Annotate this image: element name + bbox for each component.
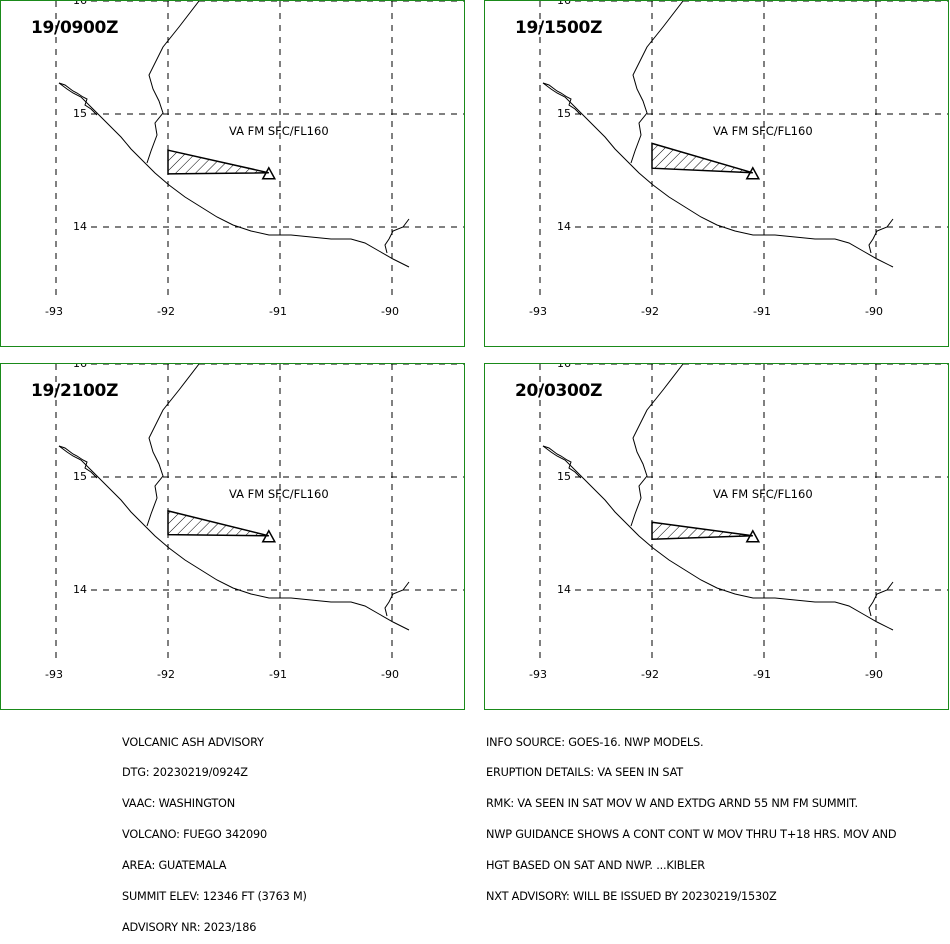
lon-tick-label: -92: [157, 305, 175, 318]
map-panel-4: 20/0300Z VA FM SFC/FL160 -93 -92 -91 -90 16 1…: [484, 363, 949, 710]
advisory-vaac: VAAC: WASHINGTON: [122, 797, 235, 811]
advisory-info-source: INFO SOURCE: GOES-16. NWP MODELS.: [486, 735, 704, 749]
advisory-title: VOLCANIC ASH ADVISORY: [122, 735, 264, 749]
lon-tick-label: -90: [381, 305, 399, 318]
ash-label: VA FM SFC/FL160: [229, 124, 329, 138]
mexico-border: [630, 364, 684, 527]
lat-tick-label: 15: [73, 107, 87, 120]
ash-label: VA FM SFC/FL160: [229, 487, 329, 501]
volcano-icon: [261, 166, 277, 180]
lon-tick-label: -91: [269, 668, 287, 681]
graticule: [55, 364, 464, 664]
panel-time: 20/0300Z: [515, 381, 603, 401]
lon-tick-label: -93: [45, 305, 63, 318]
mexico-border: [630, 1, 684, 164]
lon-tick-label: -91: [753, 668, 771, 681]
volcano-icon: [261, 529, 277, 543]
lon-tick-label: -91: [269, 305, 287, 318]
honduras-border: [868, 218, 894, 254]
lon-tick-label: -93: [529, 305, 547, 318]
lat-tick-label: 15: [557, 107, 571, 120]
map-panel-3: 19/2100Z VA FM SFC/FL160 -93 -92 -91 -90 16 1…: [0, 363, 465, 710]
advisory-eruption-details: ERUPTION DETAILS: VA SEEN IN SAT: [486, 766, 683, 780]
graticule: [539, 364, 948, 664]
graticule: [55, 1, 464, 301]
map-canvas: [55, 364, 464, 664]
map-canvas: [539, 364, 948, 664]
lat-tick-label: 15: [73, 470, 87, 483]
honduras-border: [384, 218, 410, 254]
coastline: [58, 445, 410, 631]
panel-time: 19/0900Z: [31, 18, 119, 38]
lat-tick-label: 14: [557, 583, 571, 596]
lon-tick-label: -90: [381, 668, 399, 681]
coastline: [58, 82, 410, 268]
coastline-detail: [58, 82, 98, 116]
honduras-border: [868, 581, 894, 617]
ash-cloud-polygon: [651, 142, 754, 174]
map-panel-2: 19/1500Z VA FM SFC/FL160 -93 -92 -91 -90 16 1…: [484, 0, 949, 347]
advisory-right-block: INFO SOURCE: GOES-16. NWP MODELS. ERUPTI…: [486, 717, 897, 913]
advisory-left-block: VOLCANIC ASH ADVISORY DTG: 20230219/0924…: [122, 717, 307, 944]
lon-tick-label: -90: [865, 668, 883, 681]
advisory-remarks-2: NWP GUIDANCE SHOWS A CONT CONT W MOV THR…: [486, 828, 897, 842]
advisory-number: ADVISORY NR: 2023/186: [122, 920, 257, 934]
advisory-remarks-3: HGT BASED ON SAT AND NWP. ...KIBLER: [486, 859, 705, 873]
lon-tick-label: -91: [753, 305, 771, 318]
ash-cloud-polygon: [167, 149, 269, 175]
coastline: [542, 445, 894, 631]
lat-tick-label: 15: [557, 470, 571, 483]
coastline-detail: [542, 445, 582, 479]
lat-tick-label: 14: [73, 583, 87, 596]
lat-tick-label: 16: [557, 0, 571, 7]
lon-tick-label: -90: [865, 305, 883, 318]
lat-tick-label: 14: [557, 220, 571, 233]
lat-tick-label: 16: [73, 0, 87, 7]
lon-tick-label: -93: [529, 668, 547, 681]
lon-tick-label: -92: [641, 305, 659, 318]
map-canvas: [539, 1, 948, 301]
lat-tick-label: 16: [557, 363, 571, 370]
lat-tick-label: 14: [73, 220, 87, 233]
advisory-summit-elev: SUMMIT ELEV: 12346 FT (3763 M): [122, 890, 307, 904]
ash-label: VA FM SFC/FL160: [713, 487, 813, 501]
coastline: [542, 82, 894, 268]
lon-tick-label: -93: [45, 668, 63, 681]
ash-label: VA FM SFC/FL160: [713, 124, 813, 138]
graticule: [539, 1, 948, 301]
volcano-icon: [745, 166, 761, 180]
advisory-area: AREA: GUATEMALA: [122, 859, 227, 873]
coastline-detail: [58, 445, 98, 479]
coastline-detail: [542, 82, 582, 116]
honduras-border: [384, 581, 410, 617]
advisory-remarks-1: RMK: VA SEEN IN SAT MOV W AND EXTDG ARND…: [486, 797, 858, 811]
advisory-volcano: VOLCANO: FUEGO 342090: [122, 828, 267, 842]
ash-cloud-polygon: [167, 509, 269, 537]
advisory-dtg: DTG: 20230219/0924Z: [122, 766, 248, 780]
panel-time: 19/2100Z: [31, 381, 119, 401]
map-panel-1: 19/0900Z VA FM SFC/FL160 -93 -92 -91 -90 16 1…: [0, 0, 465, 347]
lon-tick-label: -92: [641, 668, 659, 681]
lon-tick-label: -92: [157, 668, 175, 681]
advisory-next: NXT ADVISORY: WILL BE ISSUED BY 20230219…: [486, 890, 777, 904]
map-canvas: [55, 1, 464, 301]
mexico-border: [146, 1, 200, 164]
lat-tick-label: 16: [73, 363, 87, 370]
mexico-border: [146, 364, 200, 527]
volcano-icon: [745, 529, 761, 543]
ash-cloud-polygon: [651, 521, 753, 540]
panel-time: 19/1500Z: [515, 18, 603, 38]
